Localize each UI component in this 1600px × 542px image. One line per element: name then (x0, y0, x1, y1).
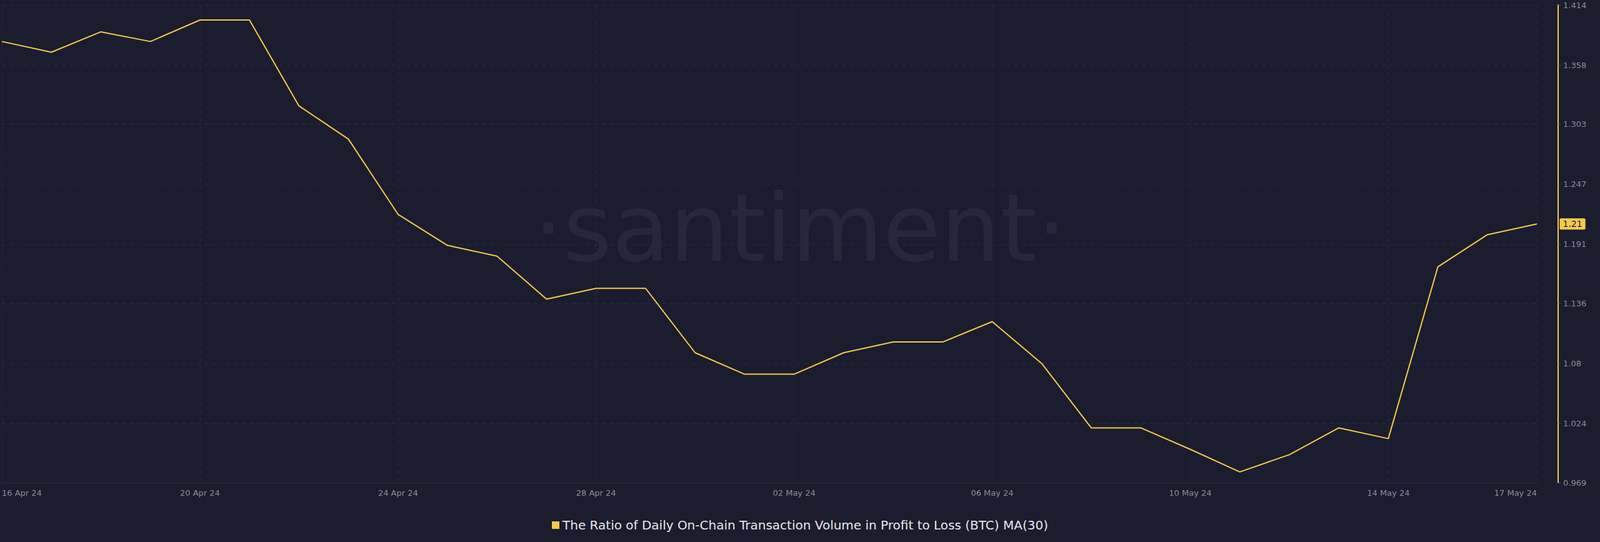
svg-text:14 May 24: 14 May 24 (1366, 488, 1410, 498)
svg-text:1.024: 1.024 (1563, 418, 1587, 429)
svg-text:0.969: 0.969 (1563, 478, 1587, 488)
svg-text:1.08: 1.08 (1563, 358, 1582, 369)
svg-text:16 Apr 24: 16 Apr 24 (1, 488, 42, 498)
svg-text:17 May 24: 17 May 24 (1494, 488, 1537, 498)
svg-text:10 May 24: 10 May 24 (1168, 488, 1212, 498)
svg-text:24 Apr 24: 24 Apr 24 (378, 488, 419, 498)
svg-text:1.414: 1.414 (1563, 0, 1587, 10)
svg-text:1.358: 1.358 (1563, 60, 1587, 70)
svg-text:1.191: 1.191 (1563, 239, 1587, 249)
svg-text:1.247: 1.247 (1563, 179, 1587, 189)
svg-text:1.303: 1.303 (1563, 119, 1587, 129)
svg-text:06 May 24: 06 May 24 (970, 488, 1014, 498)
svg-text:02 May 24: 02 May 24 (772, 488, 815, 498)
svg-text:·santiment·: ·santiment· (533, 173, 1067, 283)
svg-text:28 Apr 24: 28 Apr 24 (576, 488, 617, 498)
svg-text:20 Apr 24: 20 Apr 24 (180, 488, 220, 498)
svg-text:1.136: 1.136 (1563, 298, 1587, 309)
svg-text:1.21: 1.21 (1563, 218, 1583, 229)
svg-text:The Ratio of Daily On-Chain Tr: The Ratio of Daily On-Chain Transaction … (561, 517, 1049, 533)
